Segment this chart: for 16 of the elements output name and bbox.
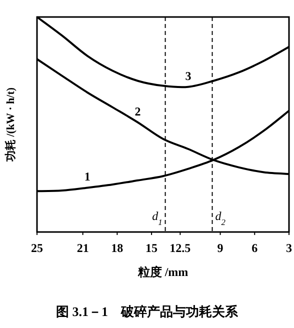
x-tick-label: 12.5 <box>170 241 191 255</box>
series-label: 1 <box>84 170 90 184</box>
ref-line-label: d$_{1}$ <box>152 209 162 226</box>
x-tick-label: 6 <box>252 241 258 255</box>
series-label: 2 <box>134 104 141 118</box>
x-tick-label: 18 <box>111 241 124 255</box>
ref-line-label: d$_{2}$ <box>215 209 226 226</box>
series-label: 3 <box>185 68 192 83</box>
x-axis-title: 粒度 /mm <box>136 265 188 279</box>
x-tick-label: 15 <box>146 241 158 255</box>
x-tick-label: 9 <box>217 241 224 255</box>
y-axis-title: 功耗 /(kW · h/t) <box>4 87 17 163</box>
x-tick-label: 25 <box>31 241 43 255</box>
text: 图 3.1－1 破碎产品与功耗关系 <box>56 304 239 319</box>
x-tick-label: 21 <box>76 241 89 255</box>
x-tick-label: 3 <box>286 241 292 255</box>
